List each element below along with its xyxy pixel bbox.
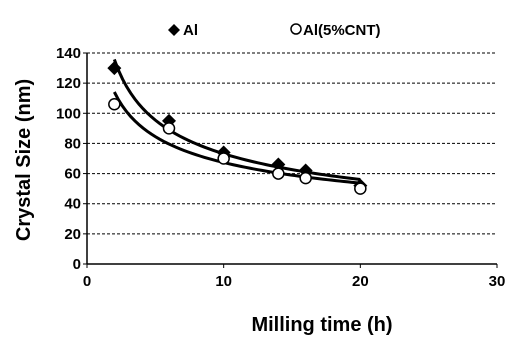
data-point-diamond xyxy=(271,157,286,172)
y-tick-label: 40 xyxy=(64,196,81,213)
x-tick-label: 0 xyxy=(83,273,91,290)
y-tick-label: 100 xyxy=(56,105,81,122)
data-points xyxy=(107,61,368,195)
x-tick-label: 20 xyxy=(352,273,369,290)
trend-lines xyxy=(112,58,361,185)
data-point-circle xyxy=(272,167,285,180)
y-tick-label: 60 xyxy=(64,166,81,183)
legend-marker-al xyxy=(168,24,180,36)
data-point-circle xyxy=(217,152,230,165)
y-tick-label: 80 xyxy=(64,135,81,152)
y-tick-label: 20 xyxy=(64,226,81,243)
x-axis-title: Milling time (h) xyxy=(251,314,392,336)
x-tick-label: 10 xyxy=(215,273,232,290)
y-tick-label: 140 xyxy=(56,45,81,62)
data-point-circle xyxy=(299,171,312,185)
legend-label-al: Al xyxy=(183,22,198,39)
data-point-circle xyxy=(354,182,367,195)
y-tick-label: 120 xyxy=(56,75,81,92)
x-tick-labels: 0 10 20 30 xyxy=(83,273,506,290)
trend-line-series-0 xyxy=(112,58,361,182)
data-point-diamond xyxy=(107,61,122,76)
y-tick-label: 0 xyxy=(73,256,81,273)
legend-label-al-cnt: Al(5%CNT) xyxy=(303,22,381,39)
legend-marker-al-cnt xyxy=(290,23,302,35)
gridlines xyxy=(87,52,497,235)
x-tick-label: 30 xyxy=(489,273,506,290)
data-point-circle xyxy=(162,122,176,135)
data-point-circle xyxy=(108,97,121,111)
trend-line-series-1 xyxy=(113,91,361,185)
legend: Al Al(5%CNT) xyxy=(168,22,381,39)
axes xyxy=(83,52,498,268)
y-axis-title: Crystal Size (nm) xyxy=(13,79,35,241)
y-tick-labels: 0 20 40 60 80 100 120 140 xyxy=(56,45,81,273)
